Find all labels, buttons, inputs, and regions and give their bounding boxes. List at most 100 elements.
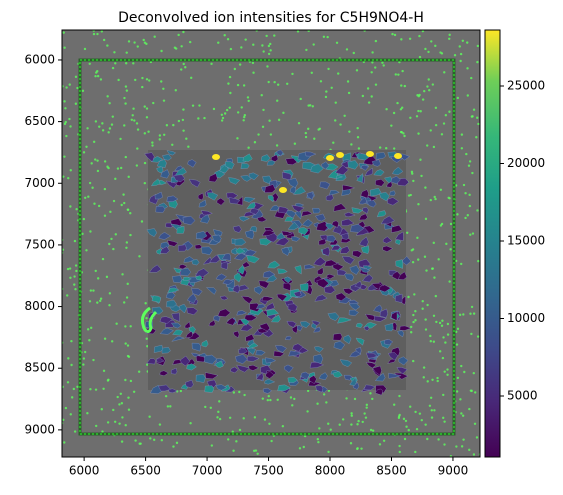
green-spot — [392, 403, 396, 406]
green-spot — [470, 76, 473, 80]
green-spot — [269, 49, 272, 52]
green-spot — [261, 44, 264, 47]
cell — [341, 256, 355, 265]
green-spot — [254, 449, 258, 452]
green-spot — [265, 34, 268, 38]
cell — [224, 161, 235, 170]
cell — [363, 384, 376, 391]
green-spot — [267, 52, 271, 56]
green-spot — [223, 112, 227, 115]
cell — [387, 197, 399, 206]
cell — [323, 285, 336, 294]
green-spot — [335, 41, 339, 45]
green-spot — [464, 192, 467, 195]
cell — [178, 244, 187, 252]
green-spot — [226, 38, 230, 41]
green-spot — [174, 89, 177, 92]
green-spot — [369, 428, 373, 432]
cell — [180, 355, 191, 367]
cell — [284, 335, 292, 341]
green-spot — [175, 441, 179, 445]
green-spot — [165, 124, 169, 127]
green-spot — [417, 132, 420, 135]
cell — [388, 352, 398, 361]
green-spot — [439, 188, 443, 191]
cell — [348, 303, 361, 311]
cell — [156, 159, 167, 168]
green-spot — [443, 71, 446, 74]
green-spot — [253, 416, 257, 419]
green-spot — [247, 146, 250, 149]
cell — [228, 197, 241, 205]
green-spot — [67, 357, 70, 360]
cell — [217, 308, 231, 317]
cell — [167, 287, 180, 294]
green-spot — [440, 222, 444, 226]
green-spot — [443, 443, 446, 446]
green-spot — [449, 248, 452, 251]
green-spot — [82, 363, 85, 366]
cell — [308, 375, 317, 384]
green-spot — [440, 324, 444, 327]
cell — [365, 314, 377, 321]
green-spot — [334, 101, 337, 104]
green-spot — [403, 437, 407, 441]
cell — [397, 330, 404, 338]
cell — [216, 197, 226, 206]
cell — [240, 318, 250, 326]
green-spot — [86, 412, 89, 415]
cell — [356, 173, 363, 183]
cell — [344, 212, 356, 217]
x-tick-label: 6500 — [130, 464, 161, 478]
green-spot — [94, 269, 97, 273]
green-spot — [397, 73, 400, 76]
green-spot — [113, 51, 116, 54]
green-spot — [162, 99, 166, 102]
green-spot — [122, 301, 126, 304]
green-spot — [158, 423, 162, 426]
green-spot — [67, 176, 70, 180]
green-spot — [281, 425, 285, 428]
green-structure — [140, 306, 158, 334]
cell — [159, 370, 169, 376]
green-spot — [158, 134, 162, 137]
green-spot — [220, 113, 224, 116]
green-spot — [96, 32, 99, 36]
green-spot — [317, 440, 320, 444]
cell — [155, 205, 166, 213]
green-spot — [298, 447, 302, 450]
cell — [228, 177, 240, 185]
cell — [187, 293, 197, 304]
green-spot — [143, 181, 147, 185]
green-spot — [123, 96, 126, 100]
cell — [317, 267, 324, 275]
green-spot — [385, 147, 388, 150]
green-spot — [448, 33, 451, 37]
cell — [336, 152, 344, 158]
green-spot — [270, 439, 273, 443]
green-spot — [430, 409, 433, 412]
green-spot — [105, 275, 109, 279]
cell — [278, 206, 289, 214]
green-spot — [268, 422, 271, 426]
green-spot — [398, 394, 401, 398]
cell — [315, 213, 326, 222]
green-spot — [63, 46, 66, 49]
green-spot — [146, 345, 149, 348]
cell — [166, 299, 177, 308]
cell — [391, 271, 401, 281]
green-spot — [70, 396, 74, 399]
cell — [371, 159, 381, 167]
green-spot — [76, 385, 79, 388]
green-spot — [409, 116, 412, 119]
cell — [375, 179, 385, 187]
green-spot — [145, 107, 149, 110]
green-spot — [423, 89, 426, 93]
green-spot — [422, 376, 425, 379]
green-spot — [365, 403, 369, 407]
green-spot — [366, 87, 370, 90]
green-spot — [291, 72, 294, 76]
cell — [212, 154, 220, 160]
green-spot — [236, 137, 239, 140]
green-spot — [85, 145, 88, 148]
